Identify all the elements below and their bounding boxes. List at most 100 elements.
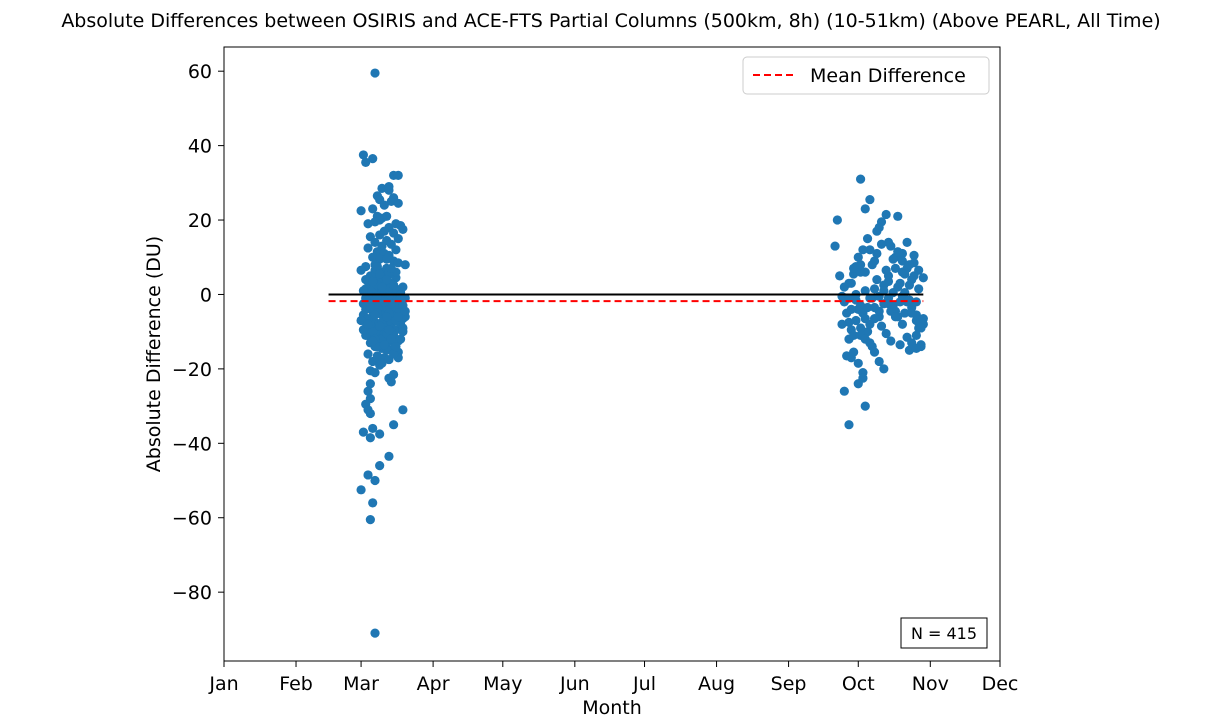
data-point [384,451,394,461]
data-point [400,306,410,316]
data-point [849,347,859,357]
y-tick-label: 60 [188,61,212,83]
data-point [902,237,912,247]
data-point [389,420,399,430]
data-point [881,328,891,339]
data-point [890,312,901,322]
data-point [862,234,873,244]
data-point [911,343,921,354]
data-point [853,252,863,262]
data-point [384,325,394,335]
y-tick-label: −20 [172,359,212,381]
data-point [844,420,854,430]
data-point [370,237,380,247]
data-point [890,263,901,274]
data-point [860,314,870,324]
data-point [879,286,889,296]
x-tick-label: Oct [842,673,875,695]
data-point [881,265,891,275]
data-point [356,265,366,275]
data-point [368,423,378,434]
data-point [830,241,840,251]
data-point [365,433,375,443]
data-point [888,254,898,264]
y-tick-label: 0 [200,284,212,306]
data-point [368,252,378,262]
x-axis-title: Month [582,697,642,719]
data-point [869,302,880,313]
x-tick-label: Jun [559,673,590,695]
data-point [909,250,919,260]
data-point [895,278,905,288]
data-point [862,327,873,337]
data-point [370,310,380,320]
data-point [398,405,408,415]
data-point [400,260,410,270]
data-point [855,260,866,270]
data-point [860,267,870,277]
data-point [869,347,880,357]
data-point [393,198,403,208]
data-point [372,261,382,272]
data-point [860,286,870,296]
data-point [370,368,380,378]
data-point [391,245,401,255]
data-point [858,245,868,255]
data-point [904,345,914,355]
data-point [855,301,866,311]
data-point [839,386,849,396]
y-tick-label: −60 [172,508,212,530]
data-point [832,215,842,225]
data-point [377,282,387,292]
data-point [370,475,380,486]
plot-area-frame [223,46,1001,662]
data-point [904,280,914,290]
data-point [398,224,408,234]
y-tick-label: 40 [188,136,212,158]
data-point [846,278,856,288]
data-point [837,319,847,329]
count-annotation-box [900,617,988,649]
data-point [368,154,378,164]
data-point [869,314,880,324]
data-point [858,373,868,383]
data-point [382,274,392,285]
data-point [914,284,924,294]
data-point [382,312,392,322]
data-point [377,358,387,368]
data-point [368,204,378,214]
data-point [897,319,908,329]
data-point [356,206,366,216]
data-point [384,185,394,195]
y-axis-title: Absolute Difference (DU) [143,236,165,472]
data-point [907,308,917,318]
data-point [368,276,378,287]
data-point [897,256,908,266]
y-tick-label: 20 [188,210,212,232]
data-point [872,248,882,259]
data-point [365,379,375,389]
data-point [883,237,894,247]
data-point [893,211,903,221]
data-point [363,470,373,480]
data-point [876,239,887,249]
data-point [895,297,905,307]
data-point [904,260,914,270]
data-point [849,263,859,274]
legend-box [742,56,990,95]
data-point [365,302,375,313]
data-point [851,315,861,326]
data-point [874,356,884,367]
x-tick-label: Apr [417,673,450,695]
data-point [370,628,380,638]
data-point [356,315,366,326]
data-point [379,340,389,350]
data-point [368,327,378,337]
data-point [872,274,882,285]
data-point [900,269,910,279]
data-point [846,304,856,314]
data-point [393,170,403,180]
data-point [881,209,891,220]
